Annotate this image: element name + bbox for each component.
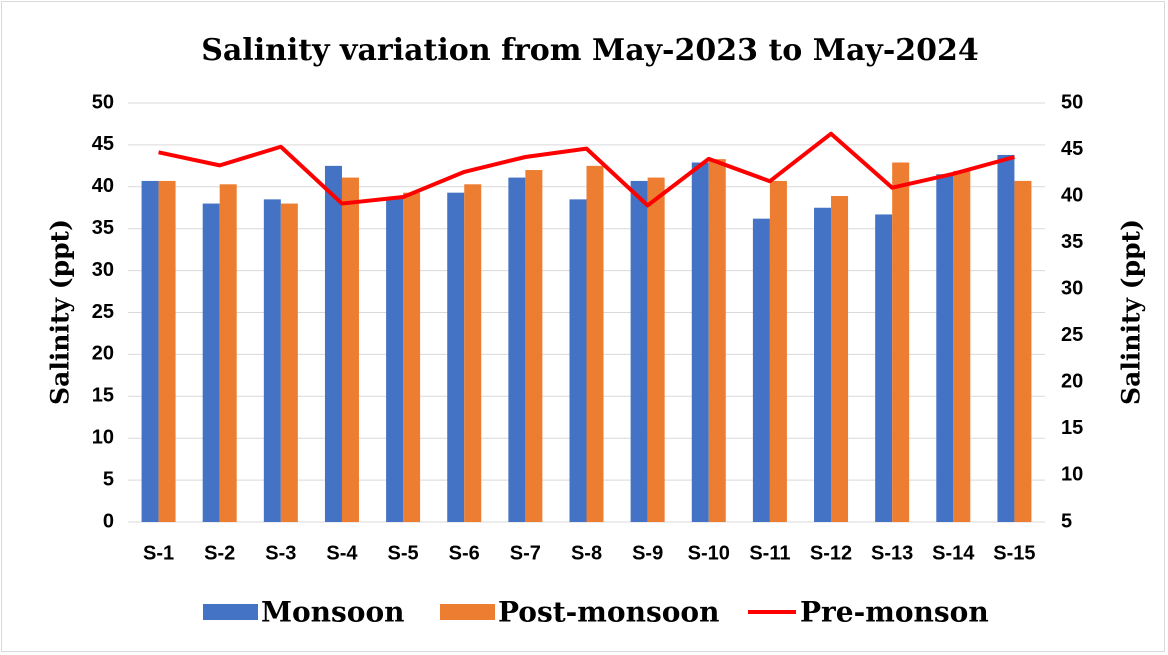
x-tick-label: S-1 — [143, 542, 174, 564]
x-tick-label: S-5 — [388, 542, 419, 564]
bar — [525, 170, 543, 523]
y2-axis-label: Salinity (ppt) — [1117, 219, 1146, 405]
x-tick-label: S-15 — [993, 542, 1035, 564]
y-tick-label: 30 — [92, 259, 114, 281]
y-tick-label: 15 — [92, 385, 114, 407]
y2-tick-label: 20 — [1061, 371, 1083, 393]
x-tick-label: S-13 — [871, 542, 913, 564]
x-tick-label: S-8 — [571, 542, 602, 564]
bar — [691, 162, 709, 523]
y2-tick-label: 15 — [1061, 417, 1083, 439]
y-tick-label: 25 — [92, 301, 114, 323]
y2-tick-label: 5 — [1061, 510, 1072, 532]
bar — [341, 177, 359, 522]
bar — [892, 162, 910, 523]
y-tick-label: 5 — [103, 468, 114, 490]
legend-label: Post-monsoon — [498, 596, 719, 629]
x-tick-label: S-7 — [510, 542, 541, 564]
bar — [586, 165, 604, 522]
bar — [875, 214, 893, 523]
x-tick-label: S-4 — [326, 542, 358, 564]
y-axis-label: Salinity (ppt) — [46, 219, 75, 405]
y2-tick-label: 25 — [1061, 324, 1083, 346]
y-tick-label: 45 — [92, 133, 114, 155]
bar — [936, 174, 954, 523]
bar — [814, 207, 832, 522]
bar — [158, 180, 176, 522]
bar — [447, 192, 465, 522]
bar — [219, 184, 237, 522]
y-tick-label: 10 — [92, 426, 114, 448]
bar — [464, 184, 482, 522]
y-tick-label: 20 — [92, 343, 114, 365]
chart-title: Salinity variation from May-2023 to May-… — [201, 33, 979, 68]
bar — [769, 180, 787, 522]
y2-tick-label: 50 — [1061, 91, 1083, 113]
bar — [202, 203, 220, 522]
x-tick-label: S-14 — [932, 542, 975, 564]
bar — [831, 196, 849, 522]
bar — [647, 177, 665, 522]
bar — [508, 177, 526, 522]
bar — [953, 170, 971, 523]
bar — [708, 159, 726, 522]
x-tick-label: S-10 — [688, 542, 730, 564]
bar — [1014, 180, 1032, 522]
legend-label: Pre-monson — [800, 596, 989, 629]
y2-tick-label: 35 — [1061, 231, 1083, 253]
bar — [403, 192, 421, 522]
y2-tick-label: 30 — [1061, 278, 1083, 300]
bar — [324, 165, 342, 522]
y2-tick-label: 40 — [1061, 184, 1083, 206]
bar — [997, 154, 1015, 522]
bar — [141, 180, 159, 522]
y-tick-label: 0 — [103, 510, 114, 532]
legend-label: Monsoon — [261, 596, 405, 629]
bar — [263, 199, 281, 522]
bar — [386, 196, 404, 522]
bar — [280, 203, 298, 522]
x-tick-label: S-11 — [749, 542, 790, 564]
x-tick-label: S-2 — [204, 542, 235, 564]
line-series — [158, 131, 1015, 208]
legend-swatch — [440, 604, 495, 620]
y-tick-label: 35 — [92, 217, 114, 239]
bar — [752, 218, 770, 523]
y2-tick-label: 45 — [1061, 138, 1083, 160]
bar — [630, 180, 648, 522]
y2-tick-label: 10 — [1061, 464, 1083, 486]
y-tick-label: 50 — [92, 91, 114, 113]
x-tick-label: S-12 — [810, 542, 852, 564]
y-tick-label: 40 — [92, 175, 114, 197]
x-tick-label: S-3 — [265, 542, 296, 564]
x-tick-label: S-9 — [632, 542, 663, 564]
bar — [569, 199, 587, 522]
x-tick-label: S-6 — [449, 542, 480, 564]
legend-swatch — [203, 604, 258, 620]
